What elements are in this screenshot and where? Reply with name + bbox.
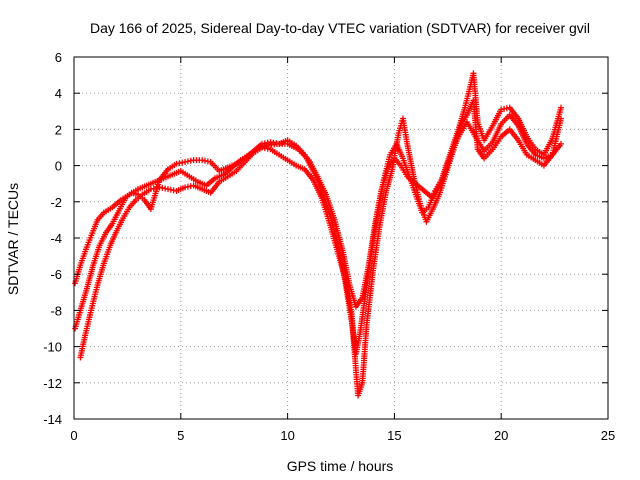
data-series (72, 111, 565, 310)
x-tick-label: 10 (280, 428, 294, 443)
y-tick-label: 0 (55, 159, 62, 174)
y-tick-label: 4 (55, 86, 62, 101)
x-tick-label: 15 (387, 428, 401, 443)
x-tick-label: 25 (601, 428, 615, 443)
x-axis-title: GPS time / hours (287, 458, 394, 474)
y-tick-label: -12 (43, 376, 62, 391)
y-tick-label: -8 (50, 303, 62, 318)
y-tick-label: -10 (43, 340, 62, 355)
axis-ticks: 0 5 10 15 20 25 -14 -12 -10 -8 -6 -4 -2 0 2 4 6 (43, 50, 615, 443)
y-tick-label: -4 (50, 231, 62, 246)
grid-lines (74, 57, 608, 419)
x-tick-label: 20 (494, 428, 508, 443)
data-point (558, 104, 565, 111)
x-tick-label: 0 (70, 428, 77, 443)
plot-frame (73, 56, 609, 420)
data-points (72, 70, 565, 399)
data-point (558, 140, 565, 147)
y-tick-label: -6 (50, 267, 62, 282)
y-tick-label: 6 (55, 50, 62, 65)
y-tick-label: 2 (55, 122, 62, 137)
y-axis-title: SDTVAR / TECUs (5, 183, 21, 295)
chart-title: Day 166 of 2025, Sidereal Day-to-day VTE… (90, 20, 590, 36)
y-tick-label: -2 (50, 195, 62, 210)
data-point (558, 115, 565, 122)
y-tick-label: -14 (43, 412, 62, 427)
x-tick-label: 5 (177, 428, 184, 443)
data-series (77, 97, 565, 399)
data-series (72, 70, 565, 357)
